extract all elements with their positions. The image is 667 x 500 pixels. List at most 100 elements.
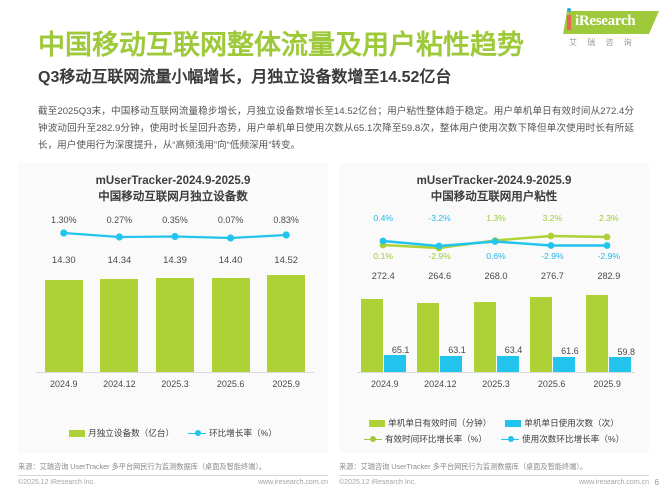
- line-label-row-top-right: 0.4% -3.2% 1.3% 3.2% 2.3%: [355, 213, 637, 223]
- bar-slot: [203, 273, 259, 373]
- x-tick-label: 2024.9: [50, 379, 78, 389]
- bar-value-row-right: 272.4 264.6 268.0 276.7 282.9: [355, 271, 637, 281]
- x-tick-label: 2025.3: [482, 379, 510, 389]
- legend-label: 月独立设备数（亿台）: [88, 428, 175, 438]
- legend-item-growth-rate[interactable]: 环比增长率（%）: [188, 427, 277, 439]
- bar-slot: 63.1: [411, 289, 467, 373]
- copyright-text: ©2025.12 iResearch Inc.: [18, 479, 96, 486]
- bar-value-label: 14.52: [274, 255, 299, 266]
- bar-value-label: 14.30: [51, 255, 76, 266]
- bar-group-right: 65.1 63.1 63.4 61.6: [355, 289, 637, 373]
- growth-rate-lines-right: [379, 232, 611, 252]
- bar-slot: 61.6: [524, 289, 580, 373]
- bar-slot: [147, 273, 203, 373]
- bar-time-2025-6: [529, 297, 552, 373]
- bar-slot: 63.4: [468, 289, 524, 373]
- x-axis-line-left: [36, 372, 314, 373]
- bar-slot: 59.8: [581, 289, 637, 373]
- growth-label: 0.27%: [106, 215, 133, 225]
- legend-swatch-line-icon: [501, 436, 519, 443]
- copyright-text: ©2025.12 iResearch Inc.: [339, 479, 417, 486]
- bar-time-2025-9: [586, 294, 609, 373]
- bar-devices-2025-6: [211, 277, 250, 373]
- intro-paragraph: 截至2025Q3末，中国移动互联网流量稳步增长，月独立设备数增长至14.52亿台…: [38, 106, 634, 151]
- bar-time-2024-12: [417, 303, 440, 373]
- bar-group-left: [36, 273, 314, 373]
- bar-times-2025-6: [552, 356, 575, 373]
- footer-right: 来源：艾瑞咨询 UserTracker 多平台网民行为监测数据库（桌面及智能终端…: [339, 462, 649, 486]
- legend-label: 单机单日有效时间（分钟）: [388, 418, 492, 428]
- legend-item-daily-time[interactable]: 单机单日有效时间（分钟）: [369, 417, 491, 429]
- legend-swatch-bar-icon: [369, 419, 386, 427]
- bar-value-label-time: 272.4: [371, 271, 395, 281]
- bar-value-label-times: 61.6: [561, 345, 579, 356]
- line-label-bottom: -2.9%: [597, 251, 621, 261]
- bar-value-label-times: 63.4: [504, 345, 523, 356]
- growth-label-row-left: 1.30% 0.27% 0.35% 0.07% 0.83%: [36, 215, 314, 225]
- x-axis-categories-left: 2024.9 2024.12 2025.3 2025.6 2025.9: [36, 375, 314, 393]
- bar-value-label: 14.40: [218, 255, 243, 266]
- growth-label: 0.07%: [217, 215, 244, 225]
- chart-title-right: mUserTracker-2024.9-2025.9 中国移动互联网用户粘性: [339, 173, 649, 205]
- bar-times-2025-9: [609, 357, 632, 373]
- chart-legend-left: 月独立设备数（亿台） 环比增长率（%）: [18, 427, 328, 439]
- footer-left: 来源：艾瑞咨询 UserTracker 多平台网民行为监测数据库（桌面及智能终端…: [18, 462, 328, 486]
- chart-card-monthly-unique-devices: mUserTracker-2024.9-2025.9 中国移动互联网月独立设备数…: [18, 163, 328, 453]
- legend-item-time-growth[interactable]: 有效时间环比增长率（%）: [363, 433, 487, 445]
- bar-value-label-time: 264.6: [428, 271, 452, 281]
- x-tick-label: 2025.9: [272, 379, 300, 389]
- bar-slot: [92, 273, 148, 373]
- bar-slot: [258, 273, 314, 373]
- line-label-bottom: 0.1%: [373, 251, 393, 261]
- x-tick-label: 2024.12: [424, 379, 457, 389]
- bar-devices-2024-12: [100, 279, 139, 373]
- bar-devices-2024-9: [44, 280, 83, 373]
- page-subtitle: Q3移动互联网流量小幅增长，月独立设备数增至14.52亿台: [38, 69, 452, 86]
- bar-value-label-times: 59.8: [617, 346, 636, 357]
- website-link[interactable]: www.iresearch.com.cn: [257, 479, 328, 486]
- legend-label: 环比增长率（%）: [209, 428, 277, 438]
- line-label-top: -3.2%: [428, 213, 451, 223]
- growth-label: 1.30%: [51, 215, 77, 225]
- line-label-top: 3.2%: [542, 213, 563, 223]
- bar-times-2024-9: [383, 355, 406, 373]
- logo-i-stem-icon: [567, 15, 571, 30]
- legend-item-monthly-devices[interactable]: 月独立设备数（亿台）: [69, 427, 174, 439]
- iresearch-logo: iResearch 艾 瑞 咨 询: [555, 8, 659, 52]
- legend-item-daily-times[interactable]: 单机单日使用次数（次）: [505, 417, 619, 429]
- bar-value-label: 14.39: [163, 255, 187, 266]
- source-text-left: 来源：艾瑞咨询 UserTracker 多平台网民行为监测数据库（桌面及智能终端…: [18, 462, 328, 476]
- legend-swatch-line-icon: [363, 436, 382, 443]
- chart-title-right-line2: 中国移动互联网用户粘性: [430, 191, 558, 203]
- bar-time-2024-9: [360, 299, 383, 373]
- bar-times-2024-12: [440, 356, 463, 373]
- website-link[interactable]: www.iresearch.com.cn: [578, 479, 649, 486]
- x-tick-label: 2025.6: [216, 379, 245, 389]
- line-label-top: 0.4%: [373, 213, 393, 223]
- chart-title-right-line1: mUserTracker-2024.9-2025.9: [416, 175, 572, 187]
- x-tick-label: 2025.9: [593, 379, 621, 389]
- x-tick-label: 2025.3: [161, 379, 189, 389]
- footer-bottom-left: ©2025.12 iResearch Inc. www.iresearch.co…: [18, 476, 328, 486]
- line-label-top: 1.3%: [486, 213, 506, 223]
- x-tick-label: 2024.9: [371, 379, 399, 389]
- growth-label: 0.83%: [273, 215, 299, 225]
- chart-title-left: mUserTracker-2024.9-2025.9 中国移动互联网月独立设备数: [18, 173, 328, 205]
- bar-devices-2025-3: [155, 278, 194, 373]
- x-tick-label: 2024.12: [103, 379, 136, 389]
- chart-title-left-line2: 中国移动互联网月独立设备数: [98, 191, 248, 203]
- bar-times-2025-3: [496, 356, 519, 373]
- chart-legend-right: 单机单日有效时间（分钟） 单机单日使用次数（次） 有效时间环比增长率（%） 使用…: [339, 417, 649, 445]
- page-title: 中国移动互联网整体流量及用户粘性趋势: [38, 30, 524, 60]
- bar-value-label: 14.34: [107, 255, 132, 266]
- legend-item-times-growth[interactable]: 使用次数环比增长率（%）: [501, 433, 624, 445]
- line-label-row-bottom-right: 0.1% -2.9% 0.6% -2.9% -2.9%: [355, 251, 637, 261]
- growth-label: 0.35%: [162, 215, 188, 225]
- line-label-bottom: -2.9%: [428, 251, 451, 261]
- legend-swatch-bar-icon: [69, 429, 86, 437]
- logo-chinese-name: 艾 瑞 咨 询: [569, 38, 636, 47]
- logo-i-dot-icon: [567, 8, 571, 12]
- page-number: 6: [654, 478, 659, 487]
- legend-label: 使用次数环比增长率（%）: [522, 434, 625, 444]
